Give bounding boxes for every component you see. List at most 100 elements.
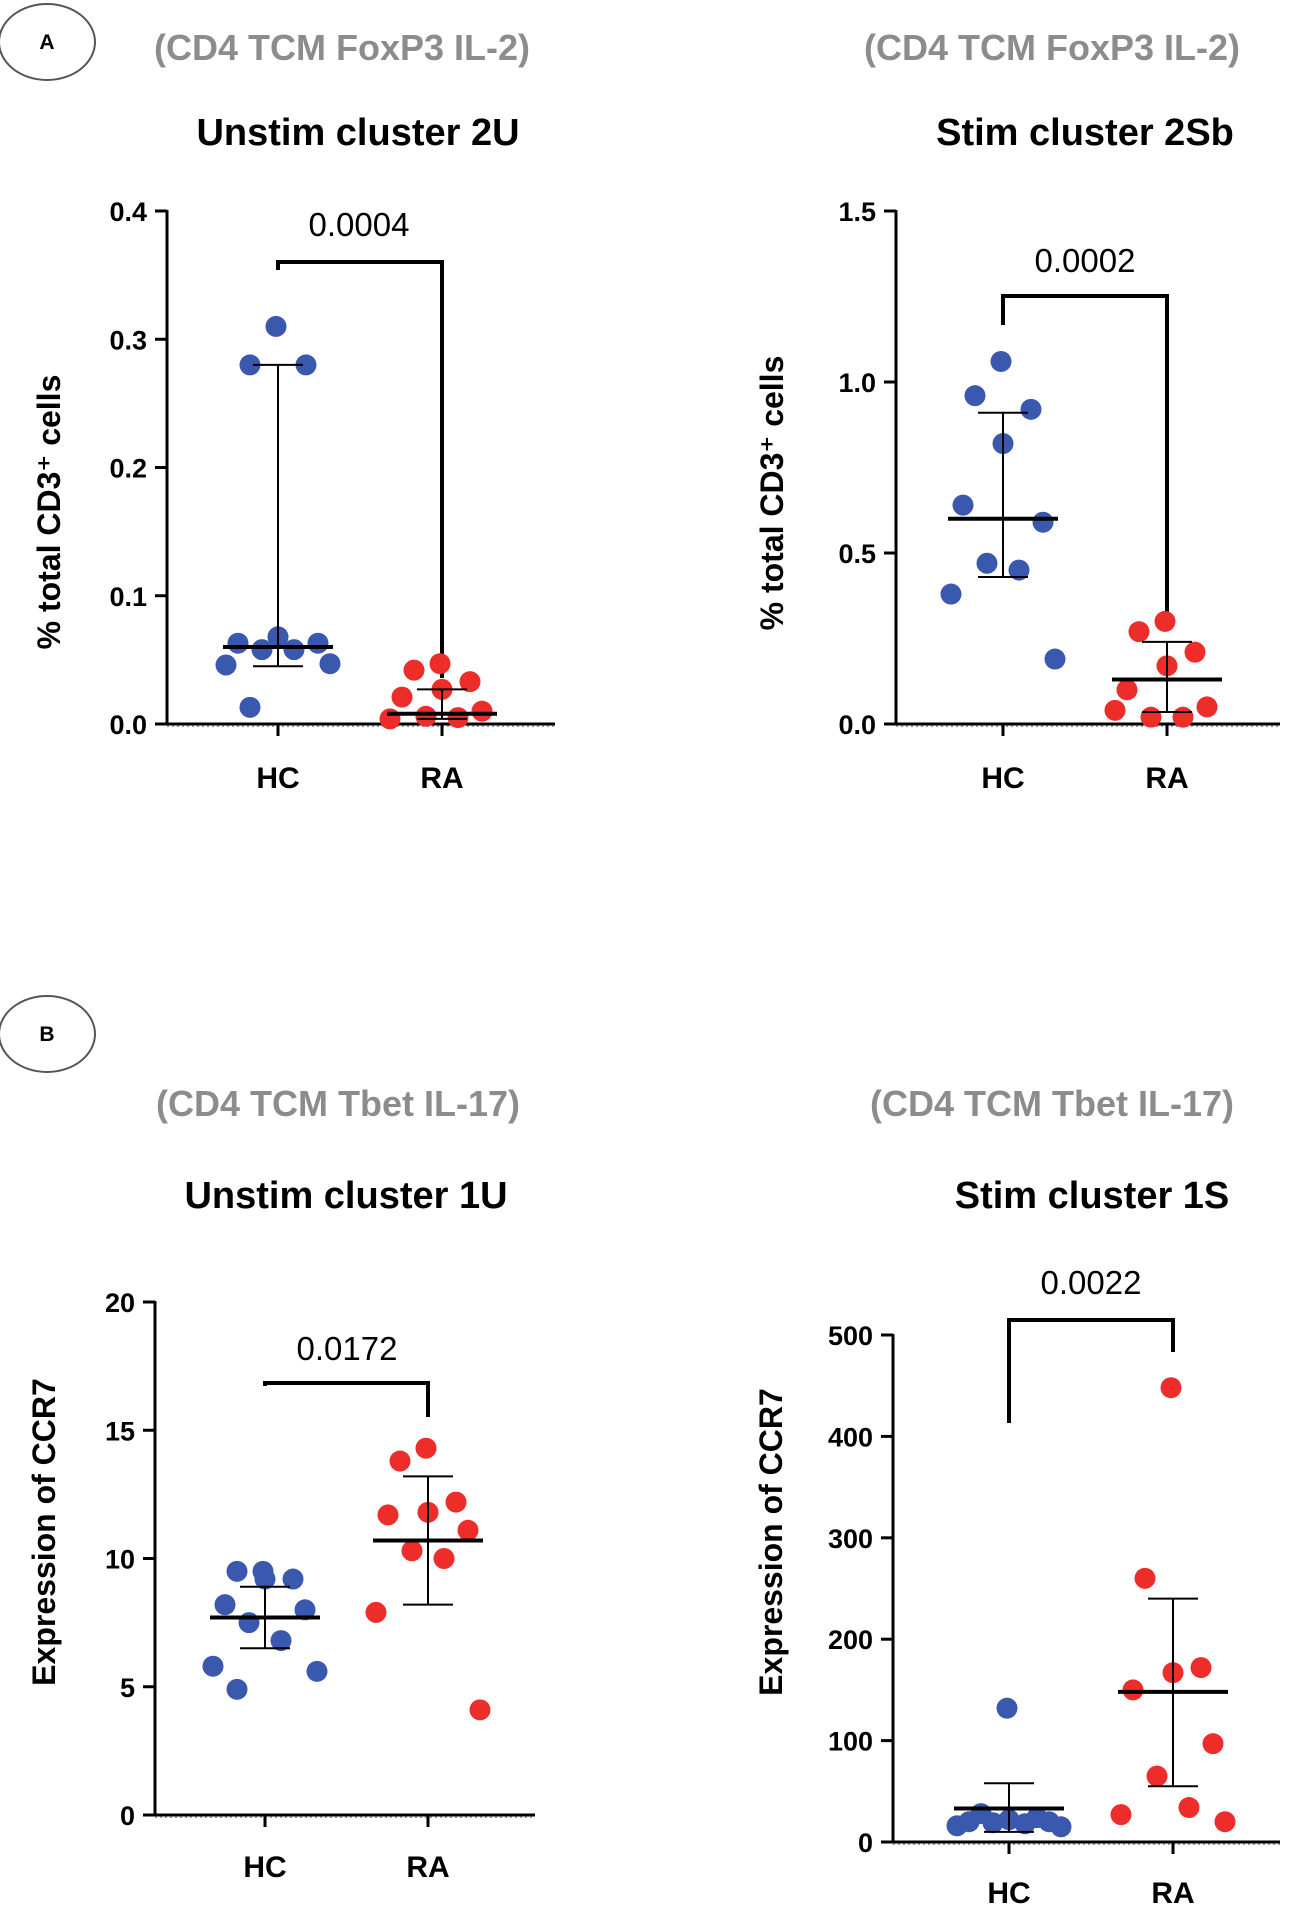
hc-data-point [996,1697,1018,1719]
ra-data-point [365,1601,387,1623]
p-value-label: 0.0022 [1041,1264,1142,1301]
y-tick-label: 400 [828,1422,873,1452]
chart-unstim-2u: (CD4 TCM FoxP3 IL-2) Unstim cluster 2U %… [31,27,555,795]
significance-bracket [276,260,444,678]
hc-data-point [294,1599,316,1621]
data-marks [202,1381,491,1721]
hc-data-point [265,315,287,337]
y-axis-label: Expression of CCR7 [753,1388,789,1696]
ra-data-point [445,1491,467,1513]
ra-data-point [1154,610,1176,632]
category-label-hc: HC [243,1851,286,1884]
hc-data-point [227,632,249,654]
ra-data-point [1160,1377,1182,1399]
ra-data-point [403,659,425,681]
ra-data-point [415,1437,437,1459]
category-label-ra: RA [406,1851,449,1884]
hc-data-point [295,354,317,376]
hc-data-point [202,1655,224,1677]
chart-title: Stim cluster 2Sb [936,112,1234,154]
ra-data-point [471,700,493,722]
hc-data-point [306,1660,328,1682]
y-tick-label: 300 [828,1524,873,1554]
hc-data-point [1032,511,1054,533]
ra-data-point [1116,679,1138,701]
category-label-hc: HC [987,1877,1030,1910]
p-value-label: 0.0004 [309,206,410,243]
chart-title: Unstim cluster 2U [196,112,519,154]
ra-data-point [1104,699,1126,721]
hc-data-point [1014,1813,1036,1835]
y-tick-label: 20 [105,1288,135,1318]
y-axis-label: Expression of CCR7 [26,1378,62,1686]
ra-data-point [415,705,437,727]
hc-data-point [226,1560,248,1582]
hc-data-point [239,354,261,376]
chart-subtitle: (CD4 TCM FoxP3 IL-2) [154,27,530,68]
hc-data-point [319,653,341,675]
ra-data-point [459,671,481,693]
y-ticks: 0.0 0.5 1.0 1.5 [838,197,1280,740]
y-tick-label: 0.4 [109,197,147,227]
ra-data-point [1122,1679,1144,1701]
significance-bracket [1001,294,1169,618]
ra-data-point [1140,706,1162,728]
category-label-hc: HC [981,762,1024,795]
ra-data-point [429,653,451,675]
y-tick-label: 5 [120,1673,135,1703]
ra-data-point [377,1504,399,1526]
y-tick-label: 0.1 [109,582,147,612]
data-marks [946,1318,1236,1838]
y-tick-label: 0 [120,1801,135,1831]
y-ticks: 0 5 10 15 20 [105,1288,535,1831]
y-tick-label: 0 [858,1828,873,1858]
hc-data-point [307,632,329,654]
ra-data-point [379,708,401,730]
hc-data-point [976,552,998,574]
y-axis-label: % total CD3⁺ cells [31,375,67,650]
y-axis-label: % total CD3⁺ cells [754,356,790,631]
ra-data-point [1128,621,1150,643]
panel-a-letter: A [39,31,54,54]
panel-b-letter: B [39,1023,54,1046]
data-marks [940,294,1222,728]
ra-data-point [1202,1733,1224,1755]
hc-data-point [1020,398,1042,420]
ra-data-point [1214,1811,1236,1833]
ra-data-point [1134,1567,1156,1589]
y-tick-label: 0.0 [838,710,876,740]
ra-data-point [1172,706,1194,728]
y-tick-label: 0.3 [109,325,147,355]
panel-a-label: A [0,3,96,81]
p-value-label: 0.0002 [1035,242,1136,279]
chart-title: Stim cluster 1S [955,1175,1230,1217]
ra-data-point [391,686,413,708]
category-label-ra: RA [1145,762,1188,795]
hc-data-point [1050,1816,1072,1838]
ra-data-point [433,1548,455,1569]
y-tick-label: 15 [105,1416,135,1446]
y-tick-label: 10 [105,1545,135,1575]
ra-data-point [1196,696,1218,718]
y-tick-label: 0.5 [838,539,876,569]
y-tick-label: 0.0 [109,710,147,740]
y-ticks: 0 100 200 300 400 500 [828,1321,1280,1858]
significance-bracket [263,1381,430,1417]
chart-subtitle: (CD4 TCM FoxP3 IL-2) [864,27,1240,68]
hc-data-point [226,1678,248,1700]
ra-data-point [401,1540,423,1562]
data-marks [215,260,497,730]
hc-data-point [214,1594,236,1616]
p-value-label: 0.0172 [297,1330,398,1367]
ra-data-point [1184,641,1206,663]
hc-data-point [239,696,261,718]
chart-subtitle: (CD4 TCM Tbet IL-17) [870,1083,1234,1124]
chart-title: Unstim cluster 1U [184,1175,507,1217]
ra-data-point [1146,1765,1168,1787]
hc-data-point [964,385,986,407]
panel-b-label: B [0,995,96,1073]
hc-data-point [990,350,1012,372]
hc-data-point [270,1630,292,1652]
ra-data-point [1178,1797,1200,1819]
